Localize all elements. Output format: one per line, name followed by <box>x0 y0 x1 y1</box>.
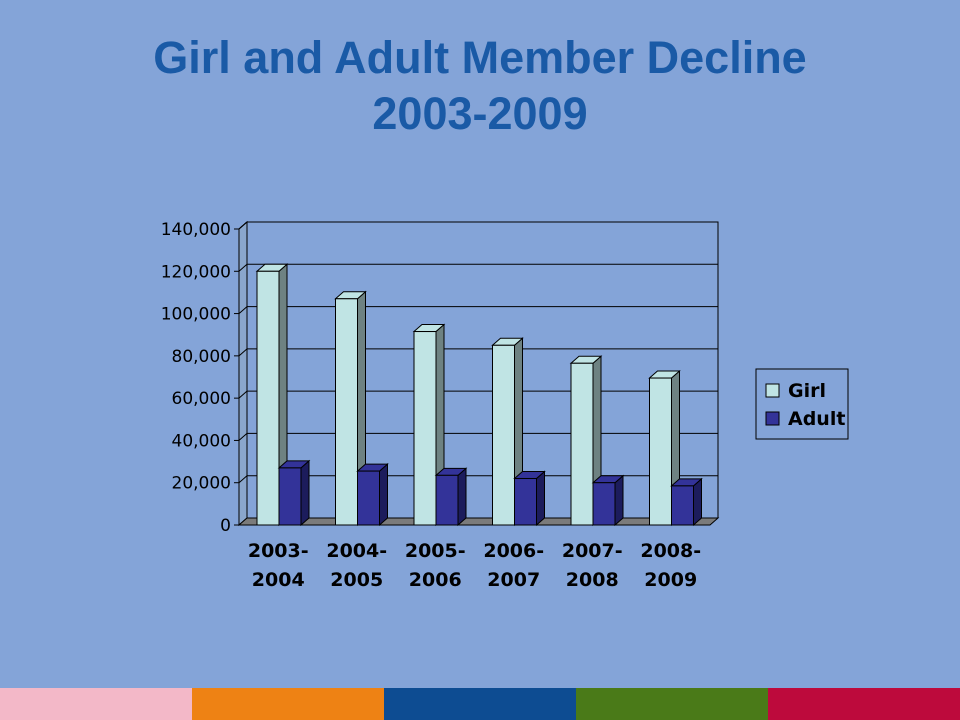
bar-girl <box>256 270 280 526</box>
bar-adult <box>514 477 537 526</box>
bar-side <box>614 474 624 527</box>
y-tick-label: 0 <box>220 516 231 536</box>
y-tick-label: 120,000 <box>161 262 231 282</box>
bottom-color-bar <box>0 688 960 720</box>
bar-adult <box>357 470 380 526</box>
title-line-1: Girl and Adult Member Decline <box>153 32 807 83</box>
bar-side <box>536 470 545 527</box>
y-tick-label: 60,000 <box>172 389 231 409</box>
bar-girl <box>492 344 515 526</box>
x-tick-label: 2005 <box>330 569 383 591</box>
x-tick-label: 2007- <box>562 540 623 562</box>
bar-girl <box>649 377 672 526</box>
gridline-side <box>238 348 248 357</box>
bar-adult <box>592 482 616 526</box>
legend-label-girl: Girl <box>788 380 826 402</box>
x-tick-label: 2005- <box>405 540 466 562</box>
bar-side <box>300 459 310 527</box>
x-tick-label: 2009 <box>644 569 697 591</box>
gridline-side <box>238 390 248 399</box>
y-tick-label: 20,000 <box>172 474 231 494</box>
bar-girl <box>335 298 358 526</box>
legend <box>755 368 849 440</box>
x-tick-label: 2004 <box>252 569 305 591</box>
bar-girl <box>413 331 437 526</box>
gridline-side <box>238 475 248 484</box>
bar-adult <box>435 474 459 526</box>
x-tick-label: 2006- <box>483 540 544 562</box>
slide-title: Girl and Adult Member Decline 2003-2009 <box>0 30 960 142</box>
bar-side <box>693 477 702 527</box>
color-stripe-red <box>768 688 960 720</box>
legend-label-adult: Adult <box>788 408 845 430</box>
x-tick-label: 2003- <box>248 540 309 562</box>
gridline-side <box>238 306 248 314</box>
bar-adult <box>671 485 694 526</box>
bar-side <box>379 462 388 527</box>
color-stripe-green <box>576 688 768 720</box>
x-tick-label: 2004- <box>326 540 387 562</box>
bar-side <box>457 467 467 527</box>
x-tick-label: 2008- <box>640 540 701 562</box>
legend-swatch-girl <box>765 383 780 398</box>
gridline-side <box>238 433 248 441</box>
gridline-side <box>238 263 248 272</box>
x-tick-label: 2006 <box>409 569 462 591</box>
x-tick-label: 2007 <box>487 569 540 591</box>
bar-adult <box>278 467 302 526</box>
y-tick-label: 40,000 <box>172 431 231 451</box>
color-stripe-blue <box>384 688 576 720</box>
plot-area <box>239 222 718 525</box>
y-tick-label: 80,000 <box>172 347 231 367</box>
color-stripe-pink <box>0 688 192 720</box>
bar-girl <box>570 362 594 526</box>
legend-swatch-adult <box>765 411 780 426</box>
plot-floor <box>237 517 720 526</box>
gridline-side <box>238 221 248 230</box>
y-tick-label: 140,000 <box>161 220 231 240</box>
color-stripe-orange <box>192 688 384 720</box>
x-tick-label: 2008 <box>566 569 619 591</box>
title-line-2: 2003-2009 <box>372 88 588 139</box>
y-tick-label: 100,000 <box>161 305 231 325</box>
